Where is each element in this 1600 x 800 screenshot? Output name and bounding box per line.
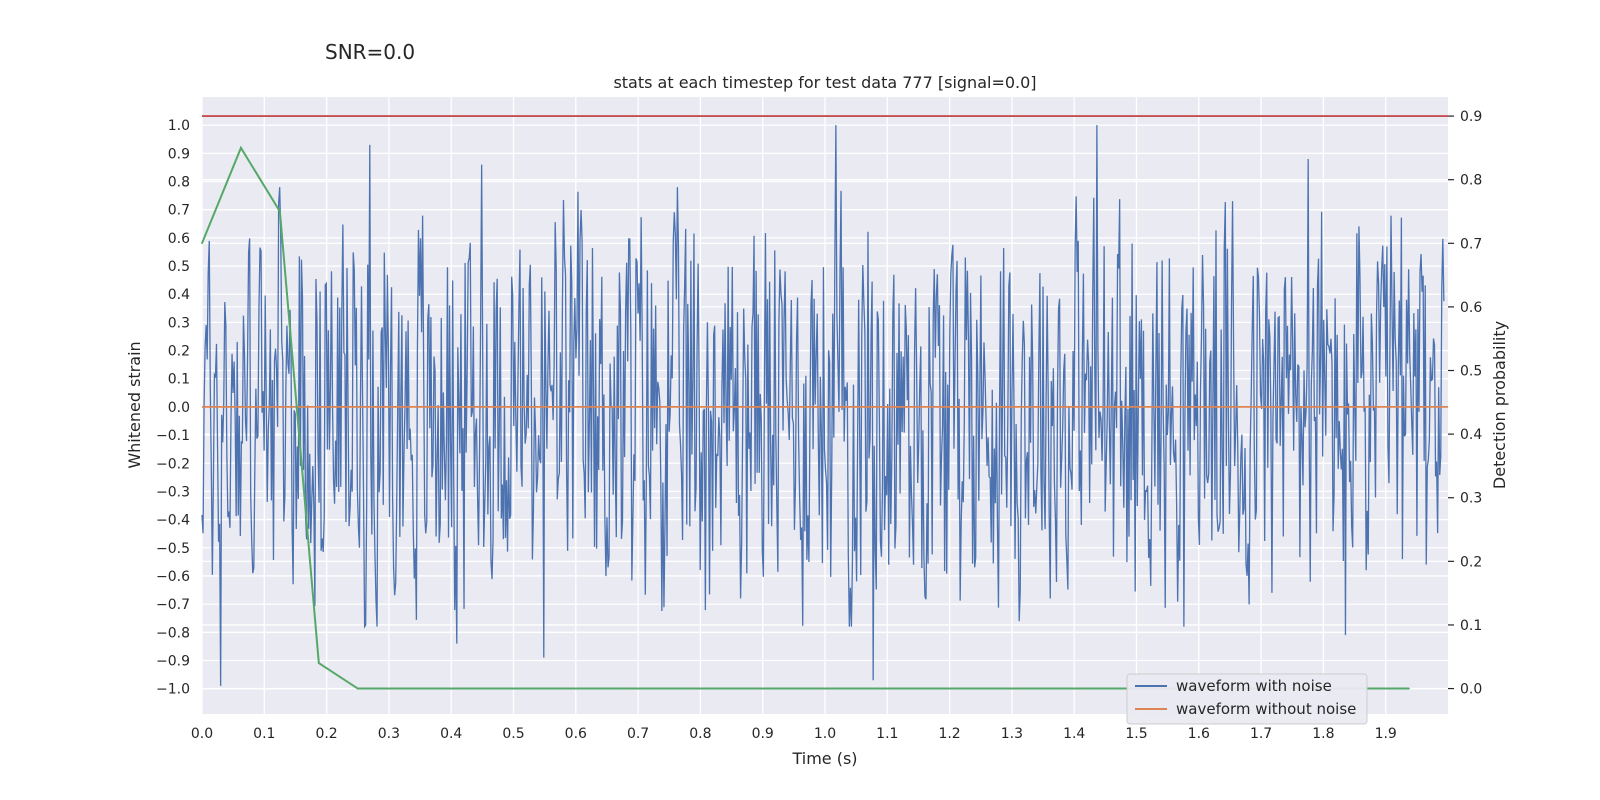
- x-tick-label: 1.9: [1375, 726, 1397, 742]
- detection-probability-point: [1057, 687, 1060, 690]
- x-tick-label: 0.0: [191, 726, 213, 742]
- legend-label-noise: waveform with noise: [1176, 677, 1332, 695]
- y-right-tick-label: 0.0: [1460, 682, 1482, 698]
- x-tick-label: 1.8: [1312, 726, 1334, 742]
- detection-probability-point: [1408, 687, 1410, 690]
- x-tick-label: 0.7: [627, 726, 649, 742]
- x-tick-label: 1.7: [1250, 726, 1272, 742]
- detection-probability-point: [240, 147, 242, 149]
- legend: waveform with noise waveform without noi…: [1126, 673, 1368, 725]
- y-left-tick-label: 0.0: [168, 400, 190, 416]
- x-tick-label: 1.0: [814, 726, 836, 742]
- x-tick-label: 1.4: [1063, 726, 1085, 742]
- x-tick-label: 1.3: [1001, 726, 1023, 742]
- detection-probability-point: [629, 687, 632, 690]
- legend-label-clean: waveform without noise: [1176, 700, 1356, 718]
- y-left-tick-label: −0.8: [156, 625, 190, 641]
- x-tick-label: 0.2: [315, 726, 337, 742]
- x-tick-label: 0.4: [440, 726, 462, 742]
- y-right-tick-label: 0.2: [1460, 554, 1482, 570]
- x-axis: 0.0 0.1 0.2 0.3 0.4 0.5 0.6 0.7 0.8 0.9 1.0 1.1 1.2 1…: [191, 726, 1397, 742]
- x-axis-label: Time (s): [791, 749, 857, 768]
- y-right-tick-label: 0.4: [1460, 427, 1482, 443]
- detection-probability-point: [395, 687, 398, 690]
- y-right-tick-label: 0.6: [1460, 300, 1482, 316]
- x-tick-label: 0.9: [752, 726, 774, 742]
- x-tick-label: 1.1: [876, 726, 898, 742]
- y-left-tick-label: 0.2: [168, 344, 190, 360]
- detection-probability-point: [1369, 687, 1371, 690]
- y-axis-left: 1.0 0.9 0.8 0.7 0.6 0.5 0.4 0.3 0.2 0.1 0.0 −0.1 −0.…: [156, 118, 190, 697]
- y-right-tick-label: 0.8: [1460, 173, 1482, 189]
- detection-probability-point: [473, 687, 476, 690]
- legend-box: [1126, 673, 1368, 725]
- detection-probability-point: [434, 687, 437, 690]
- y-left-tick-label: 0.8: [168, 175, 190, 191]
- y-left-tick-label: −0.2: [156, 456, 190, 472]
- y-left-tick-label: −0.5: [156, 541, 190, 557]
- detection-probability-point: [201, 242, 203, 245]
- chart-title: stats at each timestep for test data 777…: [613, 73, 1036, 92]
- detection-probability-point: [668, 687, 671, 690]
- y-axis-right: 0.9 0.8 0.7 0.6 0.5 0.4 0.3 0.2 0.1 0.0: [1448, 109, 1482, 698]
- y-left-tick-label: 0.9: [168, 146, 190, 162]
- y-left-tick-label: −1.0: [156, 682, 190, 698]
- detection-probability-point: [356, 687, 359, 690]
- detection-probability-point: [1096, 687, 1099, 690]
- y-right-tick-label: 0.9: [1460, 109, 1482, 125]
- x-tick-label: 0.3: [378, 726, 400, 742]
- x-tick-label: 1.6: [1188, 726, 1210, 742]
- y-left-tick-label: −0.7: [156, 597, 190, 613]
- detection-probability-point: [941, 687, 943, 690]
- detection-probability-point: [979, 687, 982, 690]
- x-tick-label: 0.1: [253, 726, 275, 742]
- detection-probability-point: [707, 687, 709, 690]
- detection-probability-point: [1018, 687, 1021, 690]
- y-right-tick-label: 0.7: [1460, 236, 1482, 252]
- detection-probability-point: [318, 662, 320, 664]
- detection-probability-point: [279, 210, 281, 213]
- x-tick-label: 1.2: [938, 726, 960, 742]
- y-left-tick-label: −0.1: [156, 428, 190, 444]
- detection-probability-point: [590, 687, 593, 690]
- y-left-tick-label: 0.6: [168, 231, 190, 247]
- y-left-tick-label: −0.3: [156, 484, 190, 500]
- series-waveform-with-noise: [201, 125, 1445, 686]
- detection-probability-point: [512, 687, 515, 690]
- y-right-tick-label: 0.3: [1460, 491, 1482, 507]
- y-left-tick-label: −0.4: [156, 513, 190, 529]
- y-axis-left-label: Whitened strain: [125, 341, 144, 468]
- x-tick-label: 0.8: [689, 726, 711, 742]
- y-left-tick-label: −0.9: [156, 653, 190, 669]
- detection-probability-point: [785, 687, 787, 690]
- y-left-tick-label: 0.7: [168, 203, 190, 219]
- y-left-tick-label: 0.5: [168, 259, 190, 275]
- detection-probability-point: [824, 687, 826, 690]
- detection-probability-point: [902, 687, 904, 690]
- y-left-tick-label: 0.4: [168, 287, 190, 303]
- detection-probability-point: [863, 687, 865, 690]
- x-tick-label: 1.5: [1125, 726, 1147, 742]
- y-left-tick-label: 1.0: [168, 118, 190, 134]
- y-right-tick-label: 0.1: [1460, 618, 1482, 634]
- x-tick-label: 0.5: [502, 726, 524, 742]
- y-left-tick-label: 0.1: [168, 372, 190, 388]
- detection-probability-point: [551, 687, 554, 690]
- y-axis-right-label: Detection probability: [1490, 321, 1509, 489]
- y-left-tick-label: −0.6: [156, 569, 190, 585]
- y-right-tick-label: 0.5: [1460, 364, 1482, 380]
- figure-suptitle: SNR=0.0: [325, 40, 416, 64]
- detection-probability-point: [746, 687, 748, 690]
- x-tick-label: 0.6: [565, 726, 587, 742]
- y-left-tick-label: 0.3: [168, 315, 190, 331]
